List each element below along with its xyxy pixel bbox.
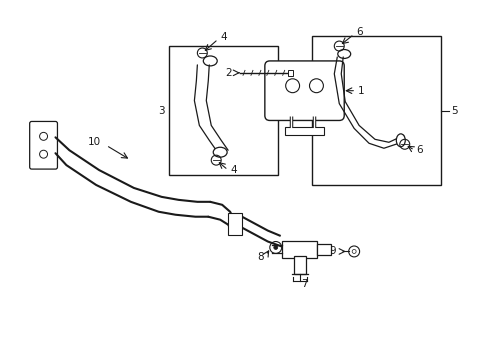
FancyBboxPatch shape <box>30 121 57 169</box>
Bar <box>318 243 331 255</box>
Text: 7: 7 <box>301 279 308 289</box>
Text: 4: 4 <box>230 165 237 175</box>
Bar <box>285 127 324 135</box>
Text: 9: 9 <box>330 247 336 256</box>
Bar <box>288 70 293 76</box>
Ellipse shape <box>338 50 351 58</box>
Text: 10: 10 <box>88 137 101 147</box>
Text: 5: 5 <box>451 105 458 116</box>
Text: 3: 3 <box>158 105 165 116</box>
Text: 2: 2 <box>225 68 232 78</box>
Bar <box>282 240 318 258</box>
Ellipse shape <box>396 134 405 147</box>
Bar <box>313 36 441 185</box>
Bar <box>294 256 306 274</box>
Ellipse shape <box>213 147 227 157</box>
Text: 6: 6 <box>416 145 423 155</box>
Text: 6: 6 <box>356 27 363 37</box>
FancyBboxPatch shape <box>265 61 344 121</box>
Ellipse shape <box>203 56 217 66</box>
Bar <box>228 213 242 235</box>
Text: 1: 1 <box>358 86 365 96</box>
Text: 8: 8 <box>257 252 264 262</box>
Circle shape <box>274 246 278 249</box>
Bar <box>169 46 278 175</box>
Text: 4: 4 <box>220 32 227 42</box>
